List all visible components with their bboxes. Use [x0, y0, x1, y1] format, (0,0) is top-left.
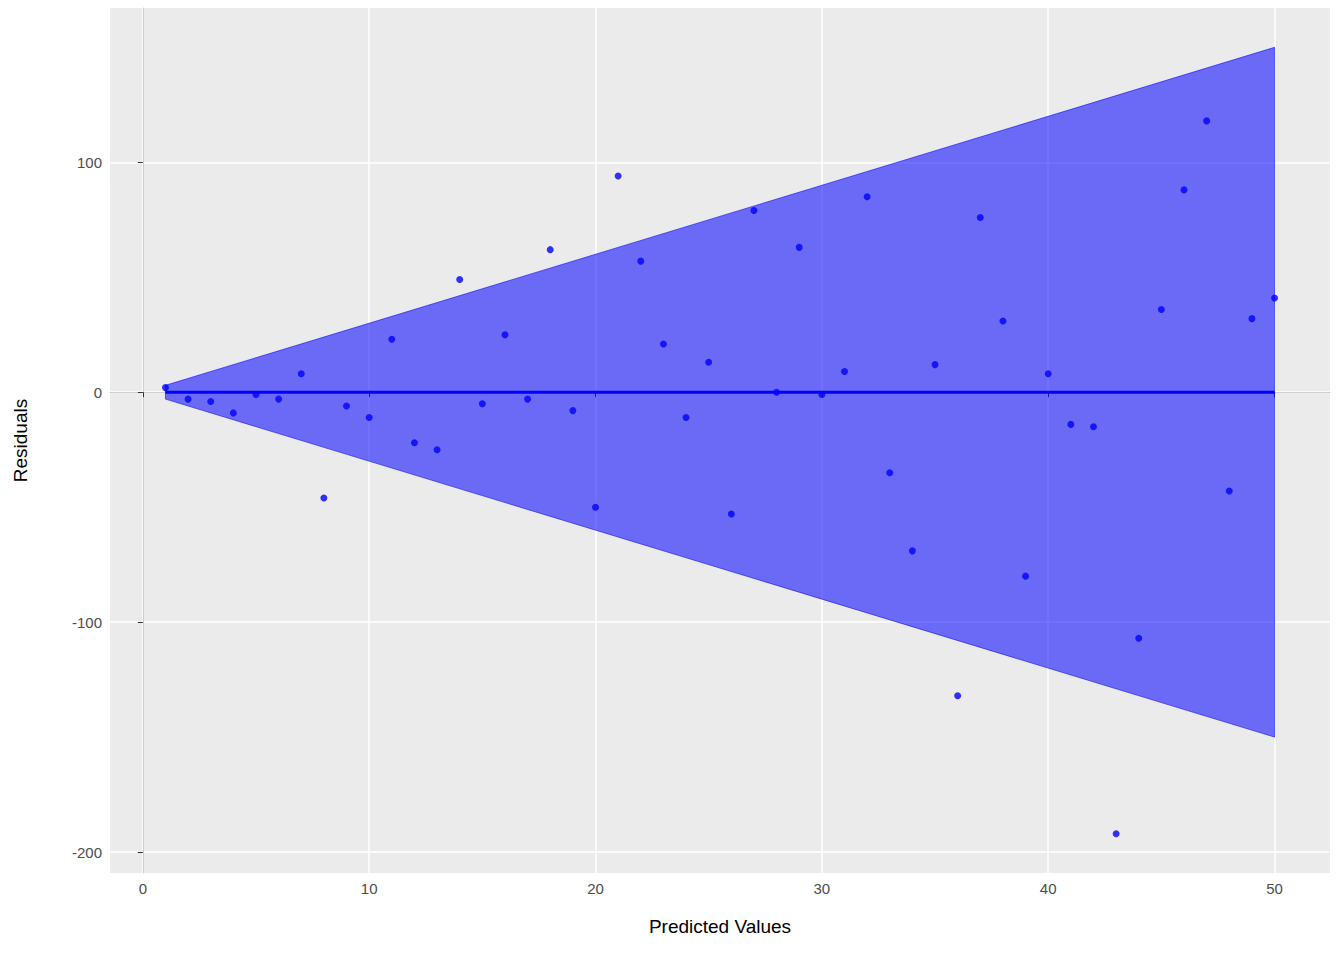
svg-text:100: 100 [77, 154, 102, 171]
svg-text:-200: -200 [72, 844, 102, 861]
svg-text:20: 20 [587, 880, 604, 897]
svg-text:Predicted Values: Predicted Values [649, 916, 791, 937]
svg-text:-100: -100 [72, 614, 102, 631]
svg-text:30: 30 [814, 880, 831, 897]
svg-text:50: 50 [1266, 880, 1283, 897]
svg-text:40: 40 [1040, 880, 1057, 897]
svg-text:10: 10 [361, 880, 378, 897]
svg-text:0: 0 [139, 880, 147, 897]
svg-text:0: 0 [94, 384, 102, 401]
svg-text:Residuals: Residuals [10, 399, 31, 482]
